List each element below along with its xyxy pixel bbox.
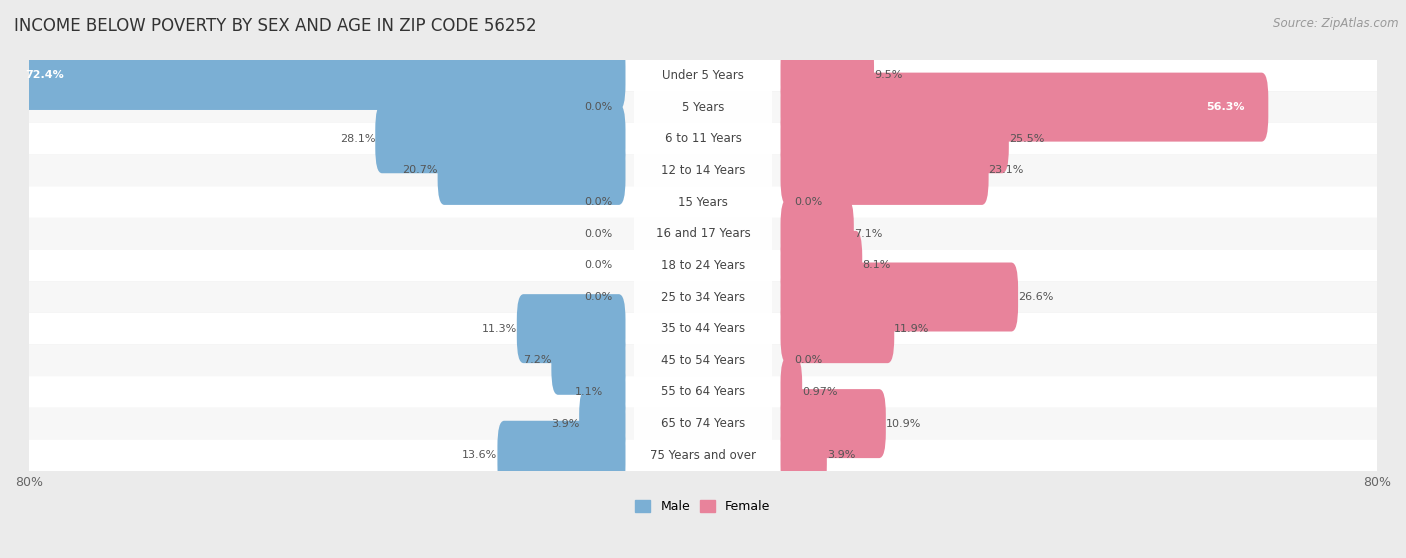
FancyBboxPatch shape xyxy=(30,281,1376,313)
FancyBboxPatch shape xyxy=(634,314,772,407)
Text: 56.3%: 56.3% xyxy=(1206,102,1244,112)
FancyBboxPatch shape xyxy=(30,155,1376,186)
FancyBboxPatch shape xyxy=(634,377,772,470)
FancyBboxPatch shape xyxy=(603,358,626,426)
FancyBboxPatch shape xyxy=(517,294,626,363)
Text: 0.0%: 0.0% xyxy=(583,292,612,302)
FancyBboxPatch shape xyxy=(634,345,772,439)
Text: 8.1%: 8.1% xyxy=(862,261,890,271)
Text: 3.9%: 3.9% xyxy=(551,418,579,429)
FancyBboxPatch shape xyxy=(780,41,875,110)
Text: 0.97%: 0.97% xyxy=(803,387,838,397)
FancyBboxPatch shape xyxy=(780,104,1010,174)
Text: 65 to 74 Years: 65 to 74 Years xyxy=(661,417,745,430)
Text: 25.5%: 25.5% xyxy=(1010,134,1045,144)
FancyBboxPatch shape xyxy=(780,389,886,458)
FancyBboxPatch shape xyxy=(30,408,1376,440)
FancyBboxPatch shape xyxy=(634,29,772,122)
Text: 10.9%: 10.9% xyxy=(886,418,921,429)
Text: 9.5%: 9.5% xyxy=(875,70,903,80)
Text: 11.9%: 11.9% xyxy=(894,324,929,334)
FancyBboxPatch shape xyxy=(551,326,626,395)
FancyBboxPatch shape xyxy=(780,262,1018,331)
FancyBboxPatch shape xyxy=(780,231,862,300)
Text: INCOME BELOW POVERTY BY SEX AND AGE IN ZIP CODE 56252: INCOME BELOW POVERTY BY SEX AND AGE IN Z… xyxy=(14,17,537,35)
FancyBboxPatch shape xyxy=(30,344,1376,376)
FancyBboxPatch shape xyxy=(634,155,772,249)
Text: 3.9%: 3.9% xyxy=(827,450,855,460)
Text: 0.0%: 0.0% xyxy=(583,261,612,271)
FancyBboxPatch shape xyxy=(30,440,1376,471)
FancyBboxPatch shape xyxy=(634,92,772,185)
FancyBboxPatch shape xyxy=(437,136,626,205)
Text: 12 to 14 Years: 12 to 14 Years xyxy=(661,164,745,177)
FancyBboxPatch shape xyxy=(1,41,626,110)
Text: 45 to 54 Years: 45 to 54 Years xyxy=(661,354,745,367)
Text: 0.0%: 0.0% xyxy=(583,197,612,207)
Text: 72.4%: 72.4% xyxy=(25,70,65,80)
Text: 18 to 24 Years: 18 to 24 Years xyxy=(661,259,745,272)
FancyBboxPatch shape xyxy=(780,421,827,490)
FancyBboxPatch shape xyxy=(780,199,853,268)
Text: 1.1%: 1.1% xyxy=(575,387,603,397)
FancyBboxPatch shape xyxy=(30,376,1376,408)
Text: 16 and 17 Years: 16 and 17 Years xyxy=(655,227,751,240)
Text: 0.0%: 0.0% xyxy=(583,102,612,112)
Text: 13.6%: 13.6% xyxy=(463,450,498,460)
FancyBboxPatch shape xyxy=(375,104,626,174)
FancyBboxPatch shape xyxy=(634,60,772,154)
Text: 0.0%: 0.0% xyxy=(794,355,823,365)
Text: 20.7%: 20.7% xyxy=(402,165,437,175)
FancyBboxPatch shape xyxy=(30,123,1376,155)
FancyBboxPatch shape xyxy=(30,60,1376,92)
FancyBboxPatch shape xyxy=(780,358,803,426)
Text: 28.1%: 28.1% xyxy=(340,134,375,144)
Text: 7.2%: 7.2% xyxy=(523,355,551,365)
FancyBboxPatch shape xyxy=(30,249,1376,281)
FancyBboxPatch shape xyxy=(780,294,894,363)
FancyBboxPatch shape xyxy=(634,251,772,344)
Text: Source: ZipAtlas.com: Source: ZipAtlas.com xyxy=(1274,17,1399,30)
Text: 23.1%: 23.1% xyxy=(988,165,1024,175)
FancyBboxPatch shape xyxy=(780,73,1268,142)
Text: 0.0%: 0.0% xyxy=(583,229,612,239)
FancyBboxPatch shape xyxy=(780,136,988,205)
FancyBboxPatch shape xyxy=(579,389,626,458)
Text: 26.6%: 26.6% xyxy=(1018,292,1053,302)
FancyBboxPatch shape xyxy=(498,421,626,490)
Text: 7.1%: 7.1% xyxy=(853,229,882,239)
FancyBboxPatch shape xyxy=(30,218,1376,249)
FancyBboxPatch shape xyxy=(634,282,772,376)
FancyBboxPatch shape xyxy=(30,92,1376,123)
Text: 6 to 11 Years: 6 to 11 Years xyxy=(665,132,741,145)
Text: 75 Years and over: 75 Years and over xyxy=(650,449,756,462)
FancyBboxPatch shape xyxy=(30,186,1376,218)
Text: 15 Years: 15 Years xyxy=(678,195,728,209)
FancyBboxPatch shape xyxy=(634,187,772,281)
Text: 25 to 34 Years: 25 to 34 Years xyxy=(661,291,745,304)
FancyBboxPatch shape xyxy=(30,313,1376,344)
FancyBboxPatch shape xyxy=(634,219,772,312)
Text: 55 to 64 Years: 55 to 64 Years xyxy=(661,386,745,398)
Text: 11.3%: 11.3% xyxy=(482,324,517,334)
Legend: Male, Female: Male, Female xyxy=(630,496,776,518)
Text: 5 Years: 5 Years xyxy=(682,100,724,114)
FancyBboxPatch shape xyxy=(634,124,772,217)
Text: Under 5 Years: Under 5 Years xyxy=(662,69,744,82)
FancyBboxPatch shape xyxy=(634,408,772,502)
Text: 0.0%: 0.0% xyxy=(794,197,823,207)
Text: 35 to 44 Years: 35 to 44 Years xyxy=(661,322,745,335)
